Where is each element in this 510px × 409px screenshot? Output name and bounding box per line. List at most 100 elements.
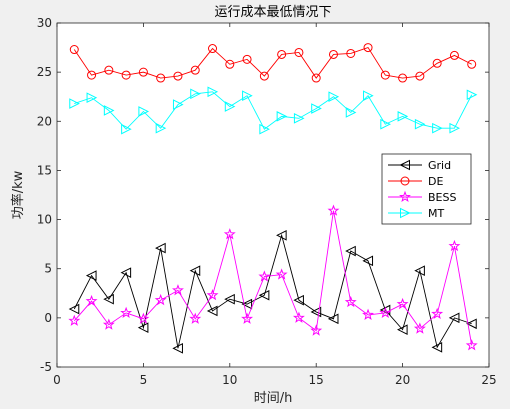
data-point-bess [448, 239, 461, 252]
data-point-bess [396, 297, 409, 310]
data-point-de [173, 71, 183, 81]
data-point-grid [396, 324, 408, 335]
data-point-bess [241, 312, 254, 324]
y-tick-label: 30 [37, 16, 52, 30]
data-point-grid [293, 294, 304, 306]
data-point-mt [345, 107, 357, 118]
x-axis-label: 时间/h [254, 391, 293, 406]
data-point-mt [121, 123, 132, 135]
y-tick-label: 20 [37, 114, 52, 128]
data-point-bess [431, 307, 444, 319]
data-point-mt [86, 92, 98, 104]
legend-entry-grid: Grid [388, 159, 451, 172]
series-line-de [73, 47, 472, 79]
data-point-grid [241, 298, 253, 310]
legend-label-mt: MT [428, 207, 444, 220]
series-layer [68, 43, 478, 354]
data-point-grid [137, 322, 149, 333]
y-tick-label: 15 [37, 163, 52, 177]
data-point-de [363, 43, 373, 53]
legend-label-de: DE [428, 175, 443, 188]
data-point-grid [327, 313, 339, 325]
data-point-grid [448, 312, 460, 324]
x-tick-label: 10 [222, 373, 237, 387]
data-point-de [398, 73, 408, 83]
data-point-grid [431, 342, 443, 353]
y-tick-label: 25 [37, 65, 52, 79]
data-point-mt [449, 122, 461, 134]
data-point-bess [413, 322, 426, 334]
data-point-mt [242, 90, 253, 102]
data-point-bess [344, 295, 357, 308]
x-tick-label: 15 [309, 373, 324, 387]
data-point-mt [69, 98, 80, 109]
data-point-de [190, 65, 200, 75]
legend: Grid DE BESS MT [381, 153, 472, 225]
data-point-de [121, 70, 131, 80]
data-point-bess [154, 293, 167, 306]
y-tick-label: 5 [44, 262, 52, 276]
data-point-bess [362, 308, 374, 320]
data-point-mt [380, 118, 391, 130]
data-point-mt [172, 99, 184, 110]
data-point-mt [432, 122, 443, 134]
data-point-de [380, 70, 390, 80]
series-bess [68, 204, 478, 351]
data-point-bess [258, 270, 271, 282]
data-point-bess [68, 314, 81, 326]
y-tick-label: 10 [37, 213, 52, 227]
data-point-grid [189, 265, 201, 276]
data-point-mt [155, 122, 167, 134]
data-point-de [467, 59, 477, 69]
data-point-grid [103, 293, 114, 305]
data-point-de [294, 47, 304, 57]
x-tick-label: 0 [53, 373, 61, 387]
data-point-grid [310, 306, 322, 318]
data-point-mt [466, 89, 478, 101]
data-point-grid [414, 265, 425, 276]
series-de [69, 43, 477, 83]
x-tick-label: 20 [395, 373, 410, 387]
data-point-grid [345, 245, 356, 257]
data-point-de [138, 67, 148, 77]
data-point-mt [259, 123, 270, 135]
data-point-bess [379, 306, 392, 319]
data-point-grid [276, 229, 287, 241]
data-point-mt [328, 91, 340, 103]
legend-box [381, 153, 472, 225]
legend-label-bess: BESS [428, 191, 456, 204]
data-point-de [104, 65, 114, 75]
data-point-de [69, 45, 79, 55]
data-point-de [346, 48, 356, 58]
data-point-de [328, 49, 338, 59]
legend-marker-de [400, 176, 410, 186]
legend-label-grid: Grid [428, 159, 451, 172]
data-point-mt [276, 111, 288, 122]
data-point-mt [190, 88, 201, 100]
legend-entry-de: DE [388, 175, 443, 188]
data-point-grid [68, 303, 80, 315]
data-point-mt [207, 86, 219, 98]
data-point-mt [138, 106, 150, 117]
legend-marker-mt [400, 207, 411, 219]
x-tick-label: 25 [481, 373, 496, 387]
data-point-mt [311, 103, 322, 114]
data-point-bess [310, 324, 323, 336]
series-mt [69, 86, 478, 135]
data-point-mt [103, 105, 115, 116]
data-point-mt [414, 118, 426, 130]
data-point-grid [206, 305, 218, 317]
data-point-mt [293, 113, 305, 124]
data-point-grid [258, 289, 270, 301]
data-point-de [208, 44, 218, 54]
data-point-bess [465, 339, 478, 351]
data-point-de [449, 50, 459, 60]
x-tick-label: 5 [140, 373, 148, 387]
data-point-mt [397, 111, 409, 122]
data-point-de [156, 73, 166, 83]
data-point-bess [172, 284, 184, 296]
data-point-de [242, 54, 252, 64]
data-point-de [225, 59, 235, 69]
